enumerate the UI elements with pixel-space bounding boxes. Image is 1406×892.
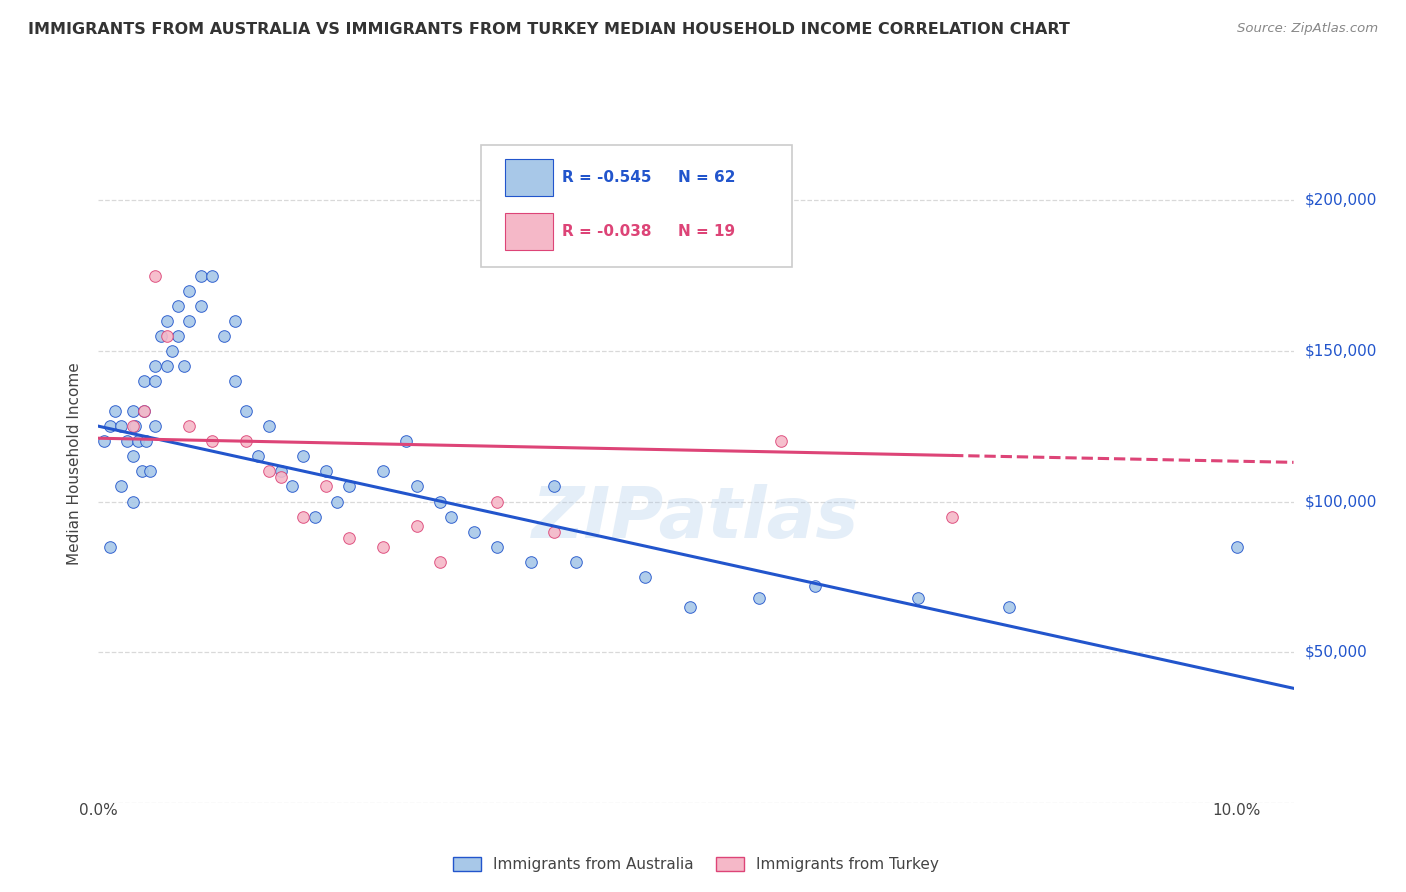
Point bbox=[124, 419, 146, 434]
Point bbox=[132, 404, 155, 418]
Point bbox=[179, 284, 201, 298]
Point bbox=[167, 328, 190, 343]
Point bbox=[121, 450, 143, 464]
Text: R = -0.038: R = -0.038 bbox=[562, 224, 651, 239]
Text: N = 19: N = 19 bbox=[678, 224, 735, 239]
Point bbox=[162, 343, 184, 358]
Point bbox=[326, 494, 349, 508]
Point bbox=[257, 419, 280, 434]
Point bbox=[292, 509, 315, 524]
Point bbox=[190, 268, 212, 283]
Text: 10.0%: 10.0% bbox=[1212, 803, 1261, 818]
Point bbox=[565, 555, 588, 569]
Point bbox=[371, 540, 394, 554]
Point bbox=[485, 540, 508, 554]
Point bbox=[224, 314, 246, 328]
Point bbox=[304, 509, 326, 524]
Point bbox=[132, 404, 155, 418]
Point bbox=[770, 434, 793, 449]
Y-axis label: Median Household Income: Median Household Income bbox=[67, 362, 83, 566]
Point bbox=[463, 524, 485, 539]
FancyBboxPatch shape bbox=[505, 213, 553, 251]
Point bbox=[201, 434, 224, 449]
Point bbox=[110, 479, 132, 493]
Point bbox=[315, 479, 337, 493]
Text: $200,000: $200,000 bbox=[1305, 193, 1376, 208]
Point bbox=[406, 518, 429, 533]
Point bbox=[315, 464, 337, 478]
Point bbox=[115, 434, 138, 449]
Point bbox=[156, 314, 179, 328]
Point bbox=[98, 540, 121, 554]
Point bbox=[270, 470, 292, 484]
Point bbox=[131, 464, 153, 478]
Point bbox=[804, 579, 827, 593]
Point bbox=[907, 591, 929, 605]
Point bbox=[121, 494, 143, 508]
Point bbox=[98, 419, 121, 434]
Point bbox=[429, 555, 451, 569]
Point bbox=[406, 479, 429, 493]
Point bbox=[941, 509, 963, 524]
Point bbox=[634, 570, 657, 584]
Point bbox=[212, 328, 235, 343]
Point bbox=[429, 494, 451, 508]
Point bbox=[748, 591, 770, 605]
Point bbox=[190, 299, 212, 313]
Legend: Immigrants from Australia, Immigrants from Turkey: Immigrants from Australia, Immigrants fr… bbox=[447, 851, 945, 879]
Point bbox=[167, 299, 190, 313]
Point bbox=[543, 524, 565, 539]
Text: 0.0%: 0.0% bbox=[79, 803, 118, 818]
Point bbox=[110, 419, 132, 434]
Point bbox=[371, 464, 394, 478]
Text: N = 62: N = 62 bbox=[678, 169, 735, 185]
Point bbox=[143, 374, 166, 388]
Point bbox=[93, 434, 115, 449]
FancyBboxPatch shape bbox=[481, 145, 792, 268]
Point bbox=[121, 404, 143, 418]
Point bbox=[337, 479, 360, 493]
Text: $50,000: $50,000 bbox=[1305, 645, 1368, 660]
Point bbox=[173, 359, 195, 373]
Point bbox=[224, 374, 246, 388]
Point bbox=[150, 328, 173, 343]
Point bbox=[281, 479, 304, 493]
Point bbox=[1226, 540, 1249, 554]
FancyBboxPatch shape bbox=[505, 159, 553, 196]
Text: R = -0.545: R = -0.545 bbox=[562, 169, 651, 185]
Text: Source: ZipAtlas.com: Source: ZipAtlas.com bbox=[1237, 22, 1378, 36]
Point bbox=[235, 434, 257, 449]
Text: $150,000: $150,000 bbox=[1305, 343, 1376, 359]
Point bbox=[246, 450, 269, 464]
Point bbox=[292, 450, 315, 464]
Point bbox=[127, 434, 149, 449]
Point bbox=[104, 404, 127, 418]
Text: IMMIGRANTS FROM AUSTRALIA VS IMMIGRANTS FROM TURKEY MEDIAN HOUSEHOLD INCOME CORR: IMMIGRANTS FROM AUSTRALIA VS IMMIGRANTS … bbox=[28, 22, 1070, 37]
Point bbox=[337, 531, 360, 545]
Point bbox=[121, 419, 143, 434]
Point bbox=[257, 464, 280, 478]
Point bbox=[998, 599, 1021, 614]
Point bbox=[679, 599, 702, 614]
Point bbox=[179, 314, 201, 328]
Point bbox=[485, 494, 508, 508]
Point bbox=[395, 434, 418, 449]
Point bbox=[440, 509, 463, 524]
Point bbox=[270, 464, 292, 478]
Point bbox=[201, 268, 224, 283]
Point bbox=[156, 328, 179, 343]
Text: $100,000: $100,000 bbox=[1305, 494, 1376, 509]
Point bbox=[132, 374, 155, 388]
Point bbox=[143, 419, 166, 434]
Point bbox=[543, 479, 565, 493]
Point bbox=[143, 359, 166, 373]
Point bbox=[135, 434, 157, 449]
Text: ZIPatlas: ZIPatlas bbox=[533, 483, 859, 552]
Point bbox=[156, 359, 179, 373]
Point bbox=[235, 404, 257, 418]
Point bbox=[179, 419, 201, 434]
Point bbox=[138, 464, 160, 478]
Point bbox=[143, 268, 166, 283]
Point bbox=[520, 555, 543, 569]
